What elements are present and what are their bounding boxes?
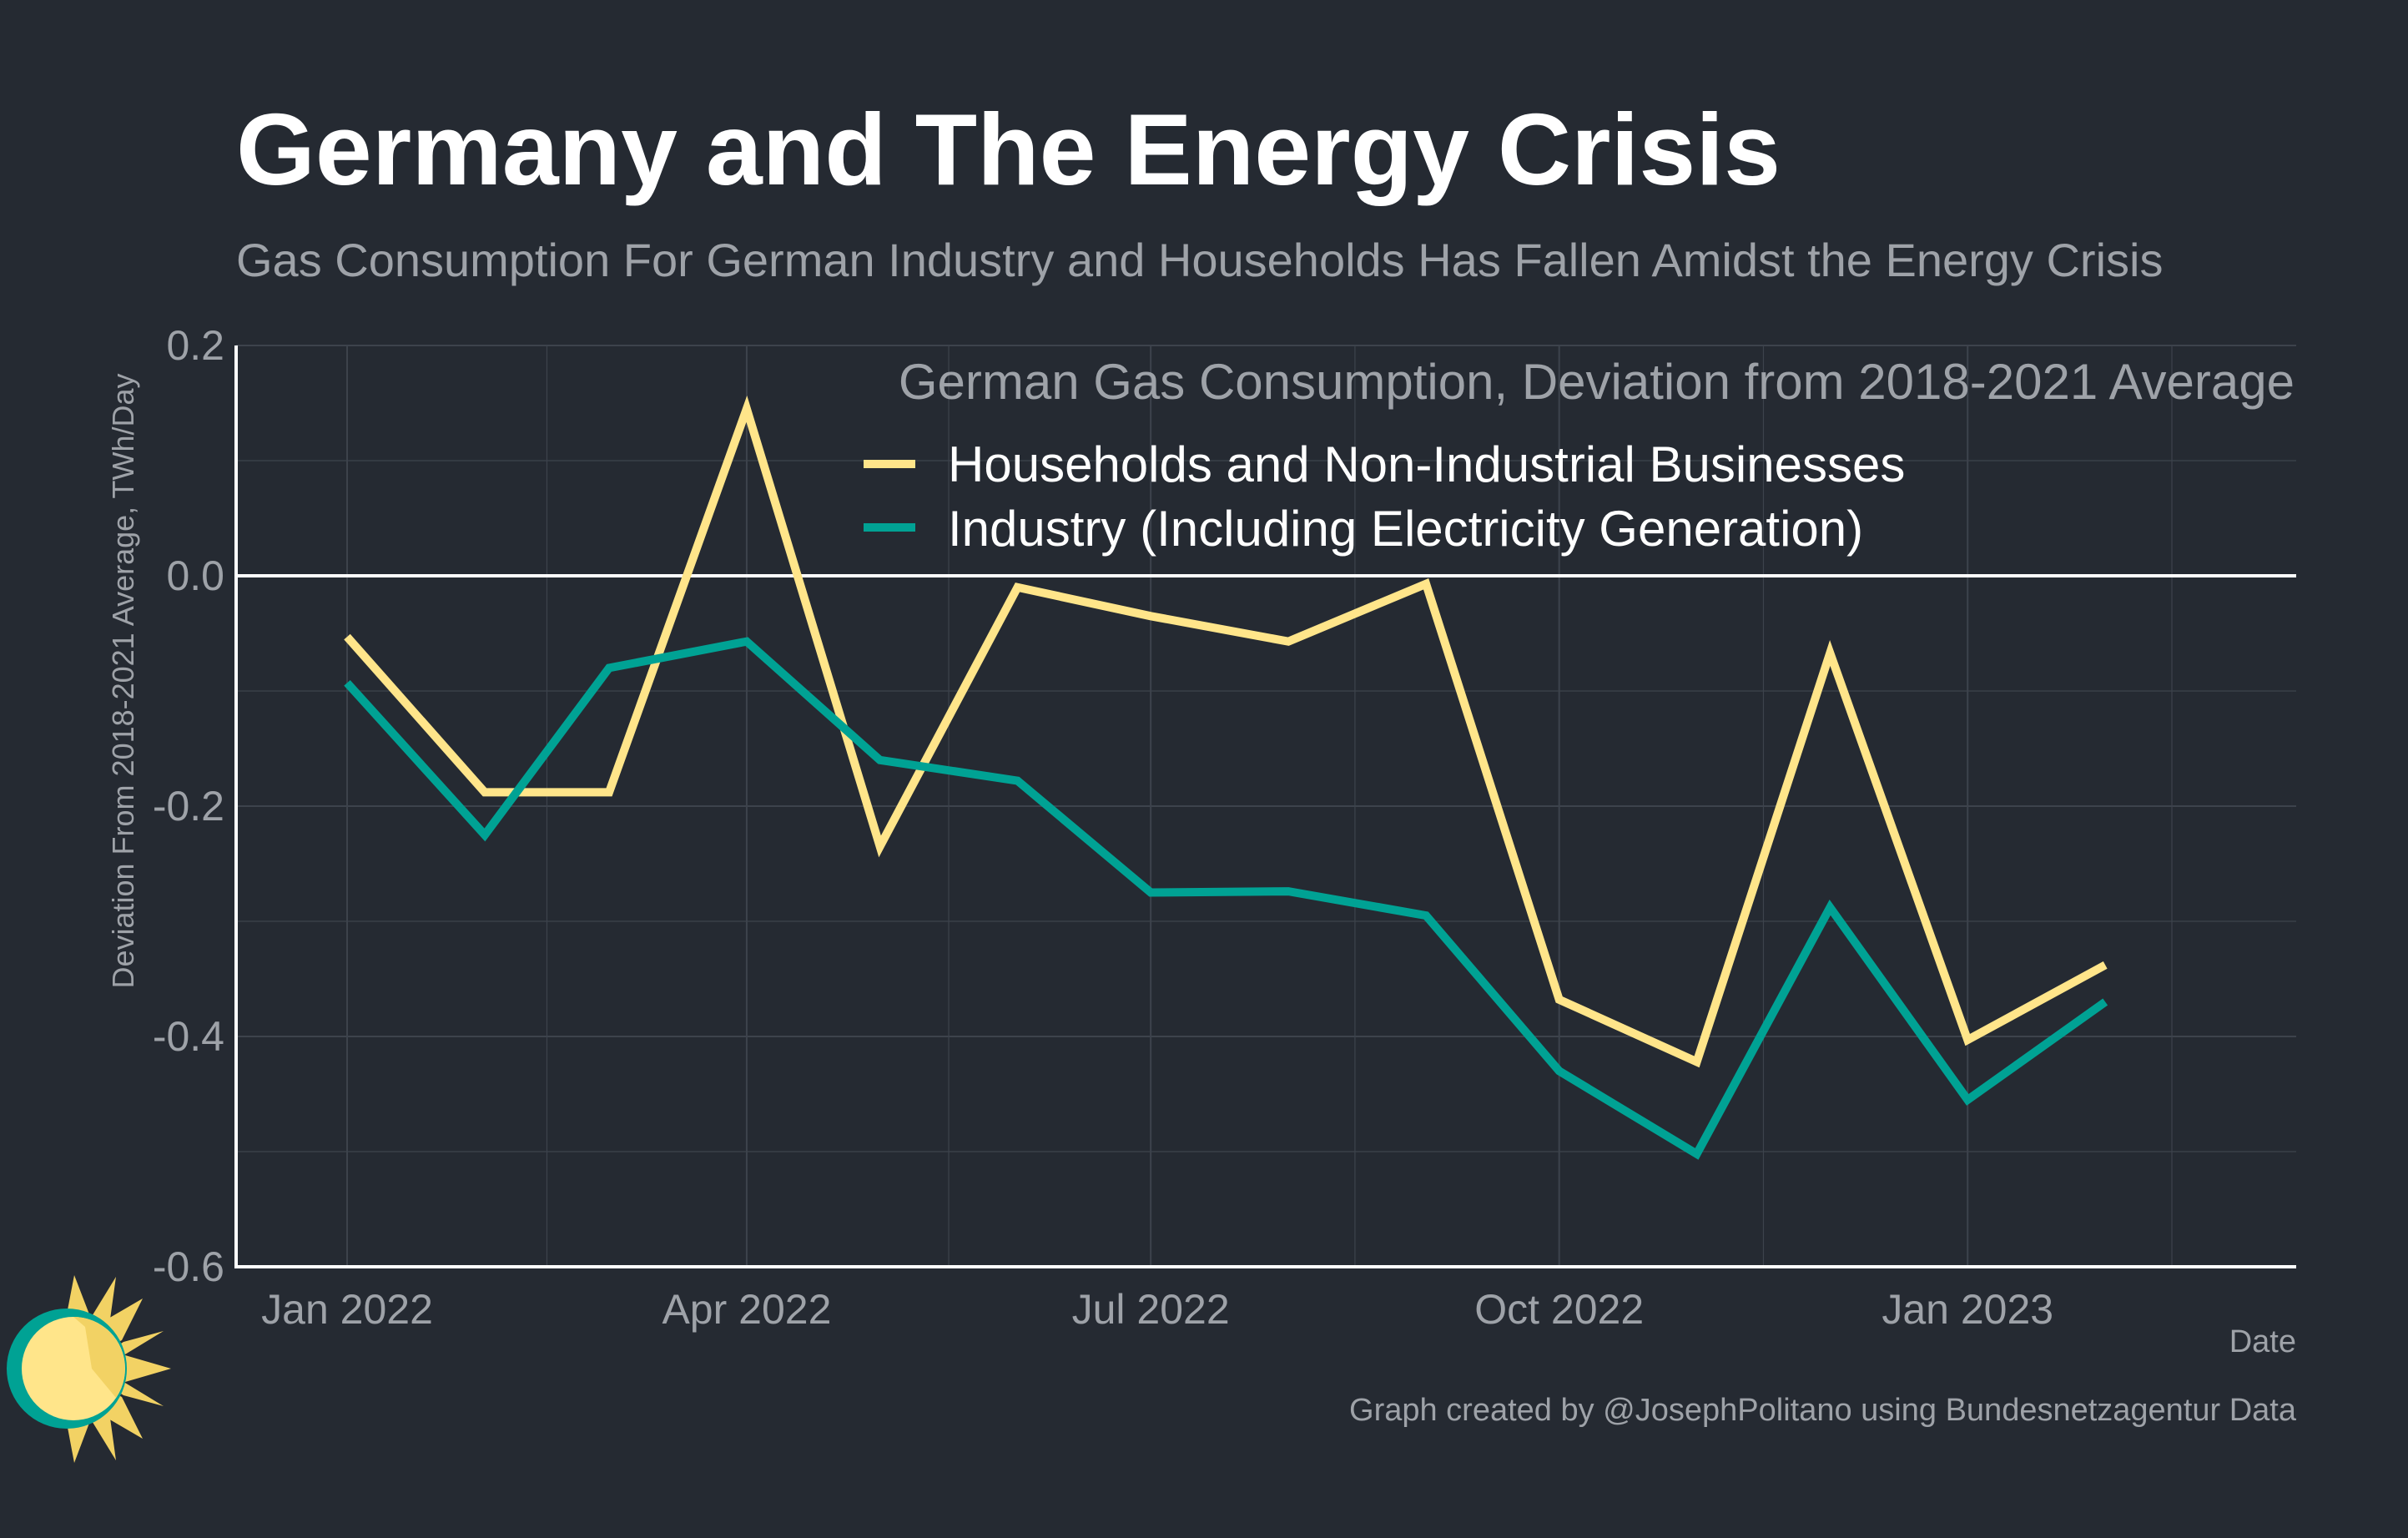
y-axis-label: Deviation From 2018-2021 Average, TWh/Da… bbox=[106, 373, 140, 988]
chart-subtitle: Gas Consumption For German Industry and … bbox=[236, 234, 2163, 286]
legend-label-industry: Industry (Including Electricity Generati… bbox=[948, 501, 1863, 557]
axes-layer: -0.6 -0.4 -0.2 0.0 0.2 Jan 2022 Apr 2022 Jul 20… bbox=[153, 322, 2296, 1333]
x-tick-label: Jan 2023 bbox=[1882, 1286, 2053, 1333]
x-tick-label: Jan 2022 bbox=[261, 1286, 433, 1333]
legend-label-households: Households and Non-Industrial Businesses bbox=[948, 436, 1905, 492]
legend: German Gas Consumption, Deviation from 2… bbox=[864, 354, 2295, 557]
y-tick-label: 0.0 bbox=[166, 552, 224, 599]
y-tick-label: -0.4 bbox=[153, 1013, 224, 1060]
y-tick-label: -0.2 bbox=[153, 783, 224, 830]
grid-layer bbox=[236, 345, 2296, 1268]
x-tick-label: Apr 2022 bbox=[662, 1286, 831, 1333]
chart-title: Germany and The Energy Crisis bbox=[236, 93, 1781, 206]
source-caption: Graph created by @JosephPolitano using B… bbox=[1349, 1393, 2297, 1428]
x-tick-label: Oct 2022 bbox=[1474, 1286, 1644, 1333]
x-axis-label: Date bbox=[2229, 1324, 2296, 1359]
sun-logo-icon bbox=[7, 1275, 171, 1463]
series-line-industry bbox=[344, 637, 2108, 1160]
series-layer bbox=[344, 396, 2108, 1160]
legend-title: German Gas Consumption, Deviation from 2… bbox=[899, 354, 2295, 410]
y-tick-label: 0.2 bbox=[166, 322, 224, 369]
y-tick-label: -0.6 bbox=[153, 1243, 224, 1290]
series-line-households bbox=[344, 396, 2108, 1068]
x-tick-label: Jul 2022 bbox=[1072, 1286, 1230, 1333]
